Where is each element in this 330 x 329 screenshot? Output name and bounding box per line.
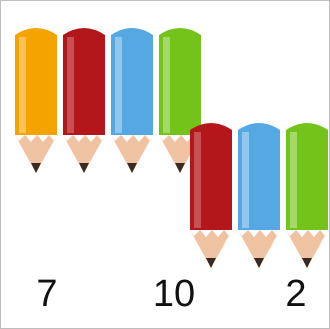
pencil-blue: [111, 28, 153, 173]
number-left: 7: [36, 273, 58, 315]
pencil-green-lower: [286, 123, 328, 268]
pencil-orange: [15, 28, 57, 173]
number-middle: 10: [152, 273, 196, 315]
pencil-red: [63, 28, 105, 173]
number-right: 2: [285, 273, 307, 315]
pencil-blue-lower: [238, 123, 280, 268]
pencil-red-lower: [190, 123, 232, 268]
